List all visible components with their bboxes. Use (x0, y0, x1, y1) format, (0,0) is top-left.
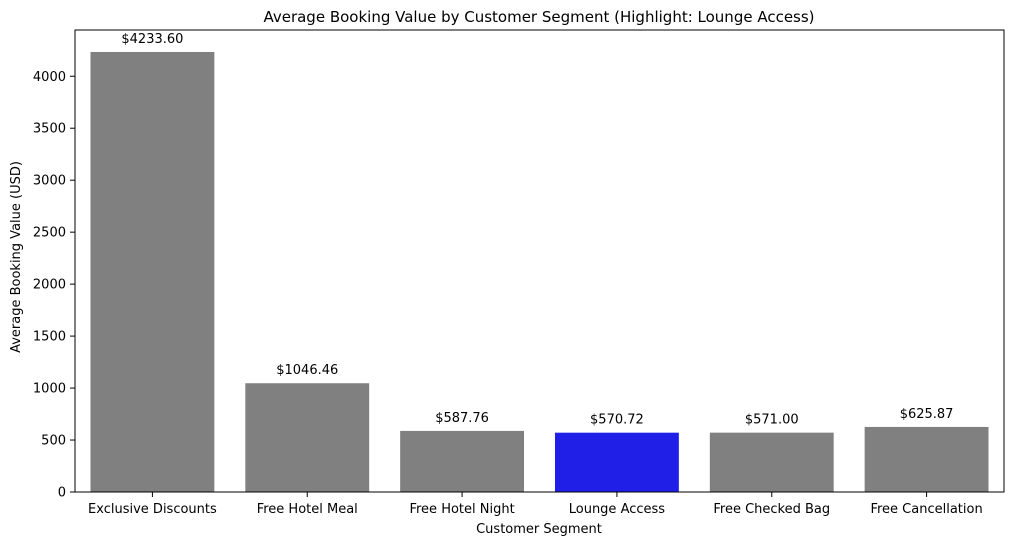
bar-3 (554, 432, 679, 492)
y-tick-label-6: 3000 (33, 174, 66, 189)
y-tick-label-2: 1000 (33, 382, 66, 397)
plot-area: $4233.60 Exclusive Discounts $1046.46 Free … (33, 29, 1005, 517)
y-tick-label-8: 4000 (33, 70, 66, 85)
y-tick-label-4: 2000 (33, 278, 66, 293)
bar-5 (864, 426, 989, 492)
x-tick-label-3: Lounge Access (569, 502, 666, 517)
y-tick-label-0: 0 (58, 486, 66, 501)
data-label-5: $625.87 (900, 407, 954, 422)
x-tick-label-1: Free Hotel Meal (257, 502, 358, 517)
bar-2 (400, 430, 525, 492)
x-tick-label-5: Free Cancellation (870, 502, 982, 517)
data-label-0: $4233.60 (121, 32, 183, 47)
y-tick-label-7: 3500 (33, 122, 66, 137)
chart-title: Average Booking Value by Customer Segmen… (263, 8, 814, 26)
data-label-3: $570.72 (590, 413, 644, 428)
y-tick-label-3: 1500 (33, 330, 66, 345)
x-tick-label-2: Free Hotel Night (409, 502, 514, 517)
bar-0 (90, 51, 215, 492)
x-tick-label-0: Exclusive Discounts (88, 502, 217, 517)
x-axis-title: Customer Segment (476, 522, 602, 537)
y-tick-label-1: 500 (41, 434, 66, 449)
data-label-1: $1046.46 (276, 363, 338, 378)
x-tick-label-4: Free Checked Bag (713, 502, 830, 517)
bar-4 (709, 432, 834, 492)
plot-frame (74, 29, 1005, 493)
bar-1 (245, 383, 370, 492)
data-label-4: $571.00 (745, 413, 799, 428)
data-label-2: $587.76 (435, 411, 489, 426)
y-axis-title: Average Booking Value (USD) (9, 161, 24, 353)
y-tick-label-5: 2500 (33, 226, 66, 241)
